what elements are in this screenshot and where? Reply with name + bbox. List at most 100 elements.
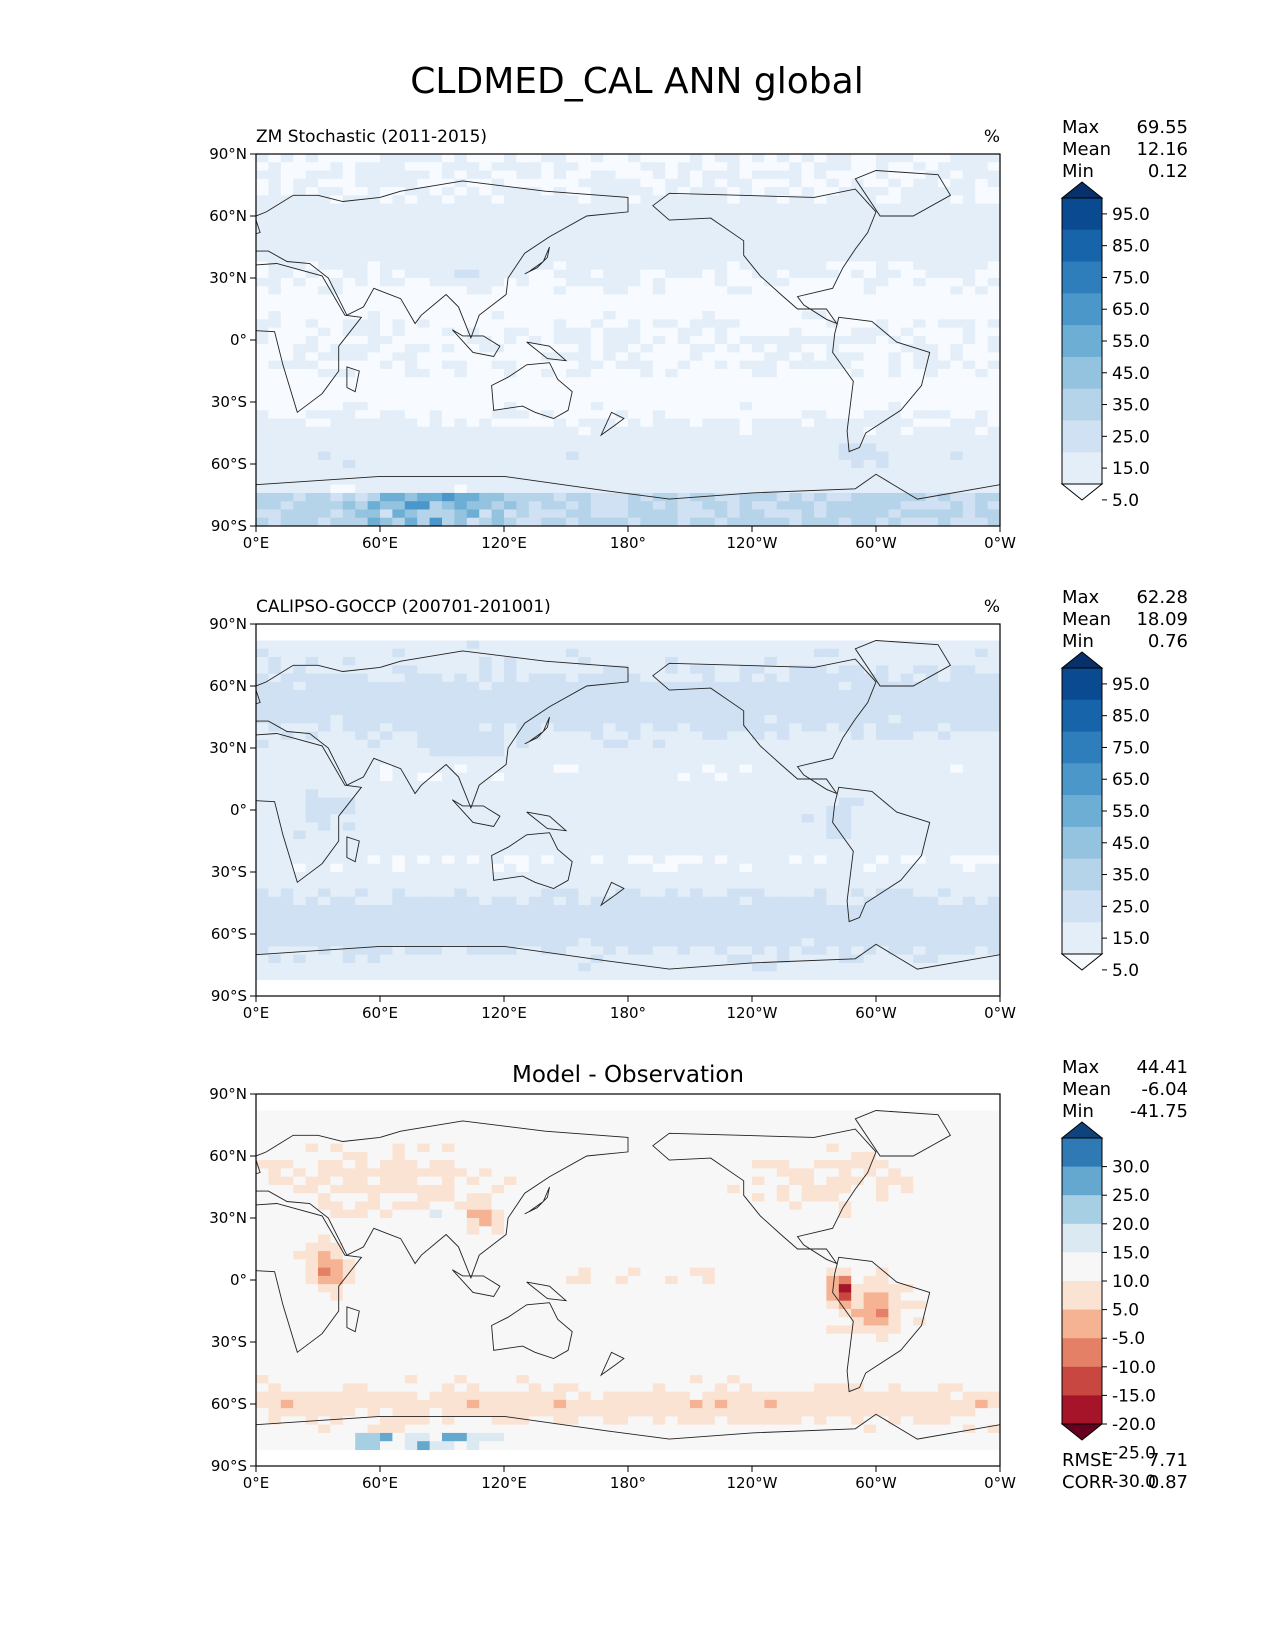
field-cell: [318, 286, 331, 296]
field-cell: [900, 830, 914, 840]
field-cell: [541, 352, 555, 362]
field-cell: [714, 484, 728, 494]
field-cell: [268, 236, 282, 246]
field-cell: [516, 855, 530, 865]
field-cell: [851, 805, 865, 815]
field-cell: [516, 640, 530, 650]
field-cell: [318, 187, 331, 196]
field-cell: [541, 368, 555, 378]
field-cell: [280, 665, 294, 675]
field-cell: [987, 929, 1000, 939]
field-cell: [603, 673, 617, 683]
field-cell: [851, 269, 865, 279]
field-cell: [466, 863, 480, 873]
field-cell: [814, 344, 827, 353]
field-cell: [429, 154, 443, 163]
field-cell: [367, 154, 381, 163]
field-cell: [367, 402, 381, 411]
field-cell: [491, 319, 505, 329]
field-cell: [305, 896, 319, 906]
field-cell: [404, 393, 418, 403]
field-cell: [665, 872, 679, 881]
field-cell: [739, 921, 753, 931]
field-cell: [690, 756, 703, 766]
field-cell: [342, 789, 356, 799]
field-cell: [342, 888, 356, 898]
field-cell: [603, 921, 617, 931]
field-cell: [826, 154, 840, 163]
field-cell: [528, 772, 542, 782]
field-cell: [442, 657, 455, 666]
field-cell: [975, 443, 989, 453]
field-cell: [566, 706, 579, 716]
field-cell: [876, 690, 889, 699]
field-cell: [541, 377, 555, 387]
field-cell: [826, 327, 840, 337]
field-cell: [330, 905, 344, 914]
field-cell: [504, 847, 517, 857]
field-cell: [318, 344, 331, 353]
field-cell: [516, 706, 530, 716]
field-cell: [305, 311, 319, 320]
field-cell: [355, 723, 369, 733]
field-cell: [690, 805, 703, 815]
field-cell: [615, 648, 629, 658]
field-cell: [987, 822, 1000, 832]
field-cell: [392, 492, 406, 502]
field-cell: [888, 402, 902, 411]
field-cell: [851, 294, 865, 304]
field-cell: [838, 154, 852, 163]
field-cell: [628, 648, 641, 658]
lon-tick-label: 0°E: [243, 534, 270, 552]
field-cell: [603, 451, 617, 461]
field-cell: [429, 731, 443, 741]
field-cell: [714, 294, 728, 304]
field-cell: [404, 170, 418, 180]
field-cell: [838, 302, 852, 312]
field-cell: [392, 319, 406, 329]
field-cell: [913, 665, 927, 675]
field-cell: [640, 170, 654, 180]
field-cell: [528, 838, 542, 848]
field-cell: [293, 756, 307, 766]
field-cell: [380, 789, 393, 799]
field-cell: [801, 443, 815, 453]
field-cell: [714, 211, 728, 221]
field-cell: [454, 278, 468, 287]
field-cell: [442, 385, 455, 395]
field-cell: [764, 195, 778, 205]
field-cell: [442, 244, 455, 254]
field-cell: [528, 187, 542, 196]
field-cell: [690, 822, 703, 832]
field-cell: [268, 698, 282, 708]
coastline: [256, 473, 1000, 526]
field-cell: [838, 739, 852, 749]
field-cell: [330, 772, 344, 782]
field-cell: [615, 319, 629, 329]
field-cell: [876, 170, 889, 180]
field-cell: [851, 863, 865, 873]
field-cell: [491, 385, 505, 395]
field-cell: [851, 830, 865, 840]
field-cell: [640, 476, 654, 486]
field-cell: [504, 880, 517, 890]
field-cell: [801, 723, 815, 733]
field-cell: [541, 764, 555, 774]
field-cell: [677, 476, 691, 486]
field-cell: [764, 739, 778, 749]
field-cell: [677, 723, 691, 733]
field-cell: [838, 748, 852, 757]
field-cell: [318, 195, 331, 205]
field-cell: [776, 764, 790, 774]
field-cell: [268, 640, 282, 650]
field-cell: [392, 805, 406, 815]
field-cell: [826, 731, 840, 741]
field-cell: [355, 830, 369, 840]
field-cell: [925, 269, 939, 279]
field-cell: [442, 665, 455, 675]
field-cell: [256, 211, 269, 221]
field-cell: [305, 739, 319, 749]
field-cell: [615, 905, 629, 914]
field-cell: [950, 418, 964, 428]
field-cell: [504, 929, 517, 939]
